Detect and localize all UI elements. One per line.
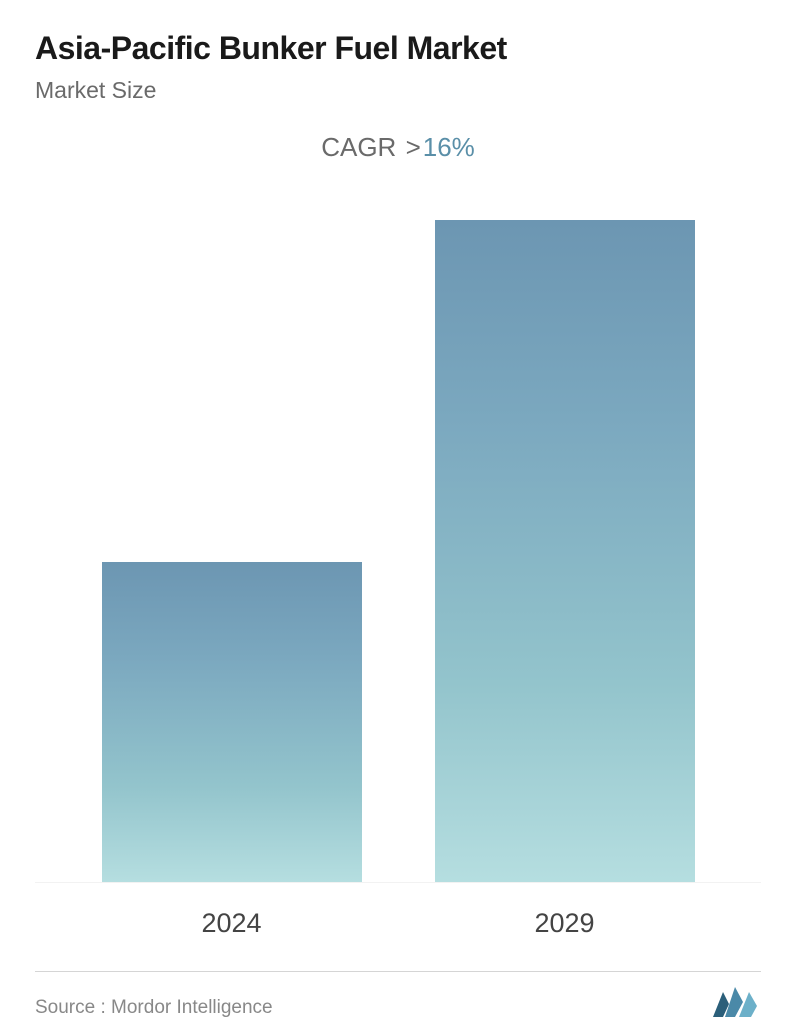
cagr-value: 16% [423,132,475,162]
year-label-2029: 2029 [435,908,695,939]
mordor-logo-icon [711,984,761,1019]
bar-chart [35,193,761,883]
cagr-arrow: > [406,132,421,162]
cagr-indicator: CAGR >16% [35,132,761,163]
chart-title: Asia-Pacific Bunker Fuel Market [35,30,761,67]
bar-group-2029 [435,220,695,882]
footer-divider [35,971,761,972]
bar-2029 [435,220,695,882]
x-axis-labels: 2024 2029 [35,883,761,939]
bar-group-2024 [102,562,362,882]
year-label-2024: 2024 [102,908,362,939]
source-text: Source : Mordor Intelligence [35,997,273,1019]
chart-subtitle: Market Size [35,77,761,104]
footer: Source : Mordor Intelligence [35,984,761,1019]
cagr-label: CAGR [321,132,396,162]
chart-container: Asia-Pacific Bunker Fuel Market Market S… [0,0,796,1034]
bar-2024 [102,562,362,882]
